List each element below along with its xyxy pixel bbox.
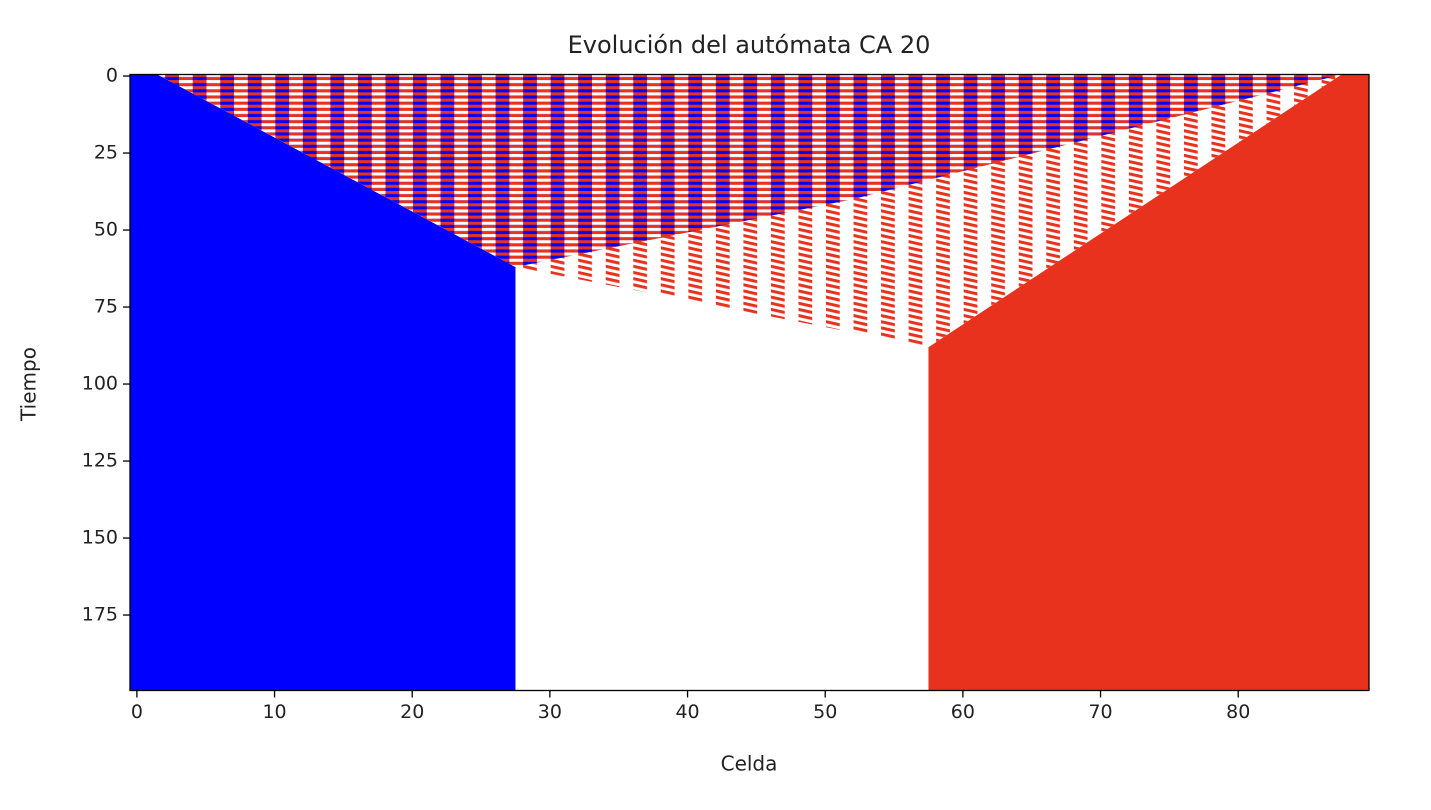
x-tick-label: 70	[1088, 701, 1112, 723]
y-axis-label: Tiempo	[17, 347, 41, 422]
x-axis-label: Celda	[721, 752, 778, 776]
y-tick-label: 125	[82, 450, 118, 472]
y-tick-label: 0	[106, 65, 118, 87]
y-tick-label: 150	[82, 527, 118, 549]
cell-region	[928, 74, 1369, 691]
x-tick-label: 0	[131, 701, 143, 723]
y-tick-label: 175	[82, 604, 118, 626]
y-tick-label: 25	[94, 142, 118, 164]
x-tick-label: 40	[675, 701, 699, 723]
y-tick-label: 50	[94, 219, 118, 241]
cell-region	[157, 74, 1342, 267]
plot-frame	[129, 73, 1370, 692]
x-tick-label: 20	[400, 701, 424, 723]
x-tick-label: 50	[813, 701, 837, 723]
chart-title: Evolución del autómata CA 20	[568, 31, 931, 59]
cell-region	[130, 74, 516, 691]
x-tick-label: 10	[262, 701, 286, 723]
x-tick-label: 30	[538, 701, 562, 723]
y-tick-label: 100	[82, 373, 118, 395]
y-tick-label: 75	[94, 296, 118, 318]
x-tick-label: 80	[1226, 701, 1250, 723]
x-tick-label: 60	[951, 701, 975, 723]
